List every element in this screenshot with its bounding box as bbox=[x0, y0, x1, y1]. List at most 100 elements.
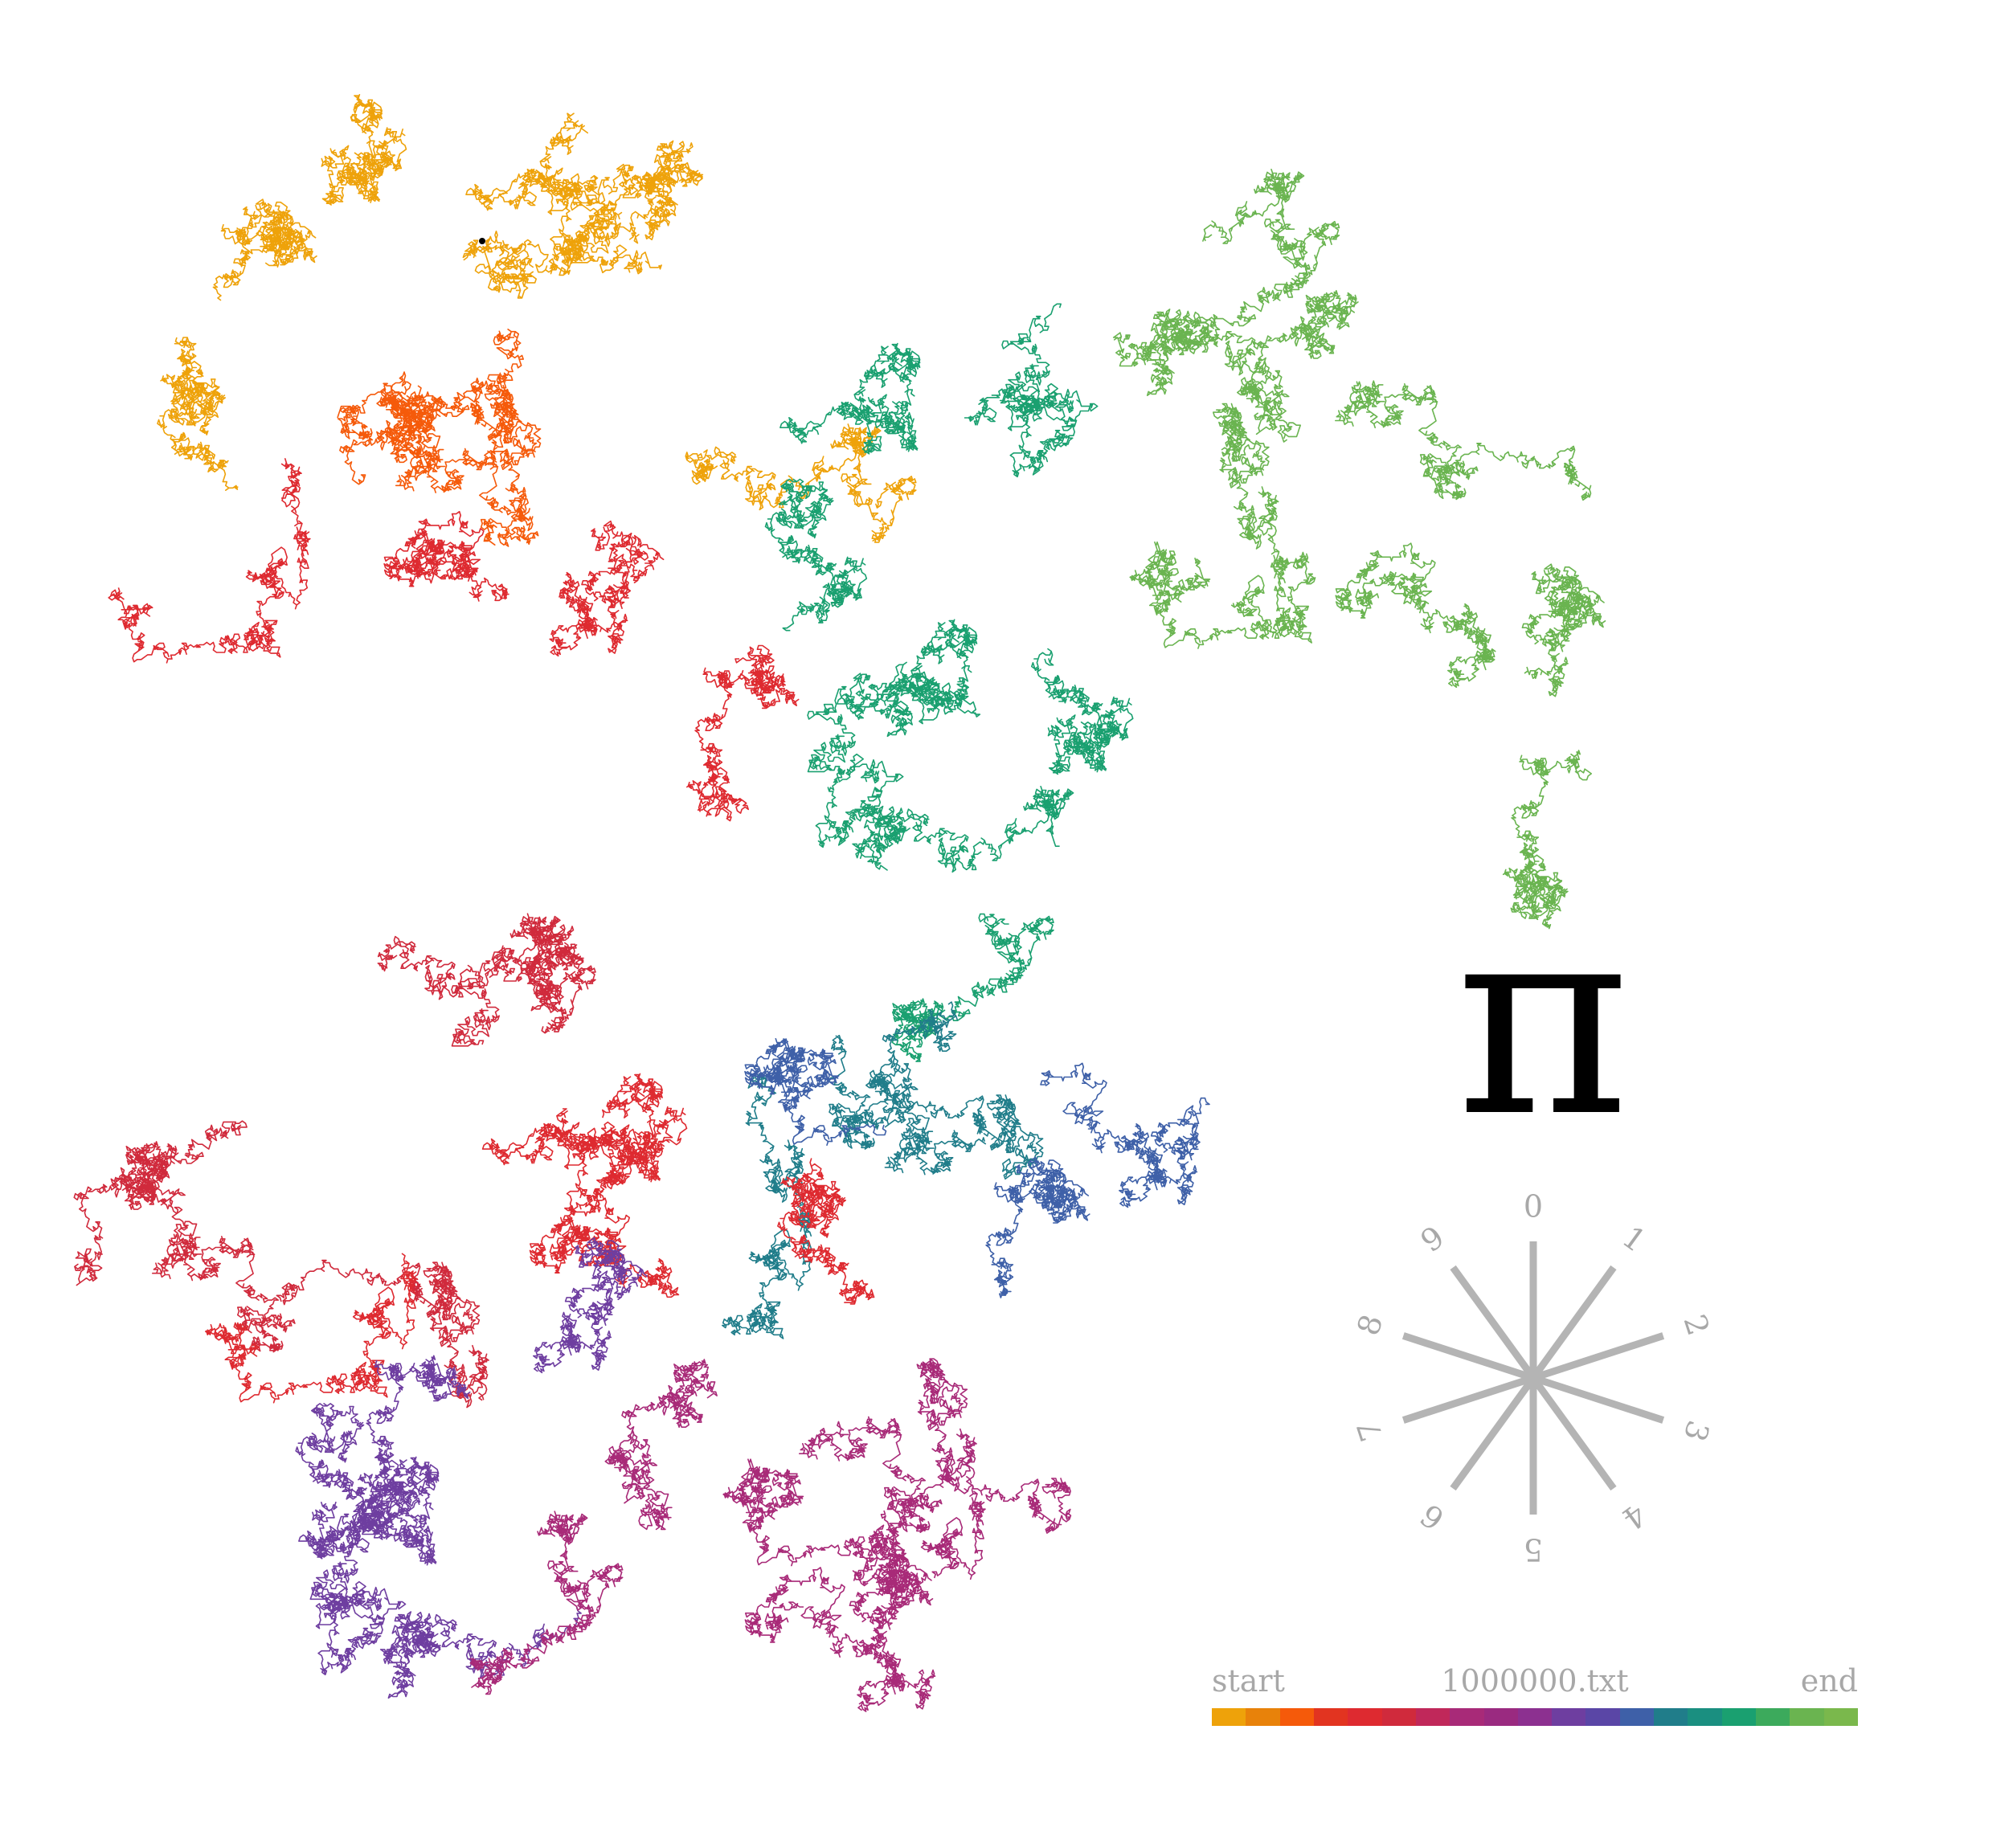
legend-segment bbox=[1790, 1708, 1824, 1726]
walk-segment bbox=[451, 923, 584, 1047]
walk-paths bbox=[73, 94, 1606, 1712]
walk-segment bbox=[1112, 309, 1264, 396]
compass-digit-label: 5 bbox=[1524, 1532, 1543, 1568]
legend-segment bbox=[1756, 1708, 1790, 1726]
walk-segment bbox=[686, 644, 800, 822]
color-legend: start 1000000.txt end bbox=[1212, 1663, 1858, 1726]
walk-segment bbox=[73, 1120, 248, 1286]
walk-segment bbox=[827, 1034, 1044, 1180]
legend-gradient-bar bbox=[1212, 1708, 1858, 1726]
walk-segment bbox=[358, 1355, 471, 1518]
compass-digit-label: 0 bbox=[1524, 1189, 1543, 1225]
legend-start-label: start bbox=[1212, 1663, 1285, 1699]
legend-segment bbox=[1619, 1708, 1655, 1726]
walk-segment bbox=[205, 1253, 418, 1404]
legend-segment bbox=[1721, 1708, 1756, 1726]
compass-ray-2 bbox=[1532, 1332, 1665, 1382]
legend-segment bbox=[1313, 1708, 1348, 1726]
walk-segment bbox=[108, 458, 311, 664]
walk-segment bbox=[570, 140, 704, 275]
compass-digit-label: 3 bbox=[1676, 1417, 1716, 1446]
legend-segment bbox=[1212, 1708, 1246, 1726]
walk-segment bbox=[309, 1500, 420, 1676]
walk-segment bbox=[865, 1001, 987, 1175]
walk-segment bbox=[298, 1456, 440, 1566]
walk-segment bbox=[604, 1359, 718, 1531]
walk-segment bbox=[383, 510, 509, 602]
walk-segment bbox=[891, 913, 1054, 1062]
compass-ray-7 bbox=[1401, 1374, 1535, 1424]
walk-segment bbox=[685, 423, 917, 543]
walk-segment bbox=[779, 342, 921, 455]
walk-segment bbox=[1335, 380, 1592, 501]
walk-segment bbox=[964, 303, 1099, 478]
walk-segment bbox=[1129, 541, 1316, 649]
legend-segment bbox=[1381, 1708, 1416, 1726]
walk-segment bbox=[337, 382, 542, 532]
compass-ray-9 bbox=[1450, 1265, 1536, 1380]
compass-digit-label: 2 bbox=[1676, 1310, 1716, 1340]
walk-segment bbox=[764, 478, 868, 632]
compass-ray-3 bbox=[1532, 1374, 1665, 1424]
walk-segment bbox=[1521, 563, 1606, 697]
walk-segment bbox=[1335, 542, 1496, 689]
walk-segment bbox=[849, 1541, 934, 1640]
legend-segment bbox=[1517, 1708, 1553, 1726]
walk-segment bbox=[837, 619, 981, 725]
legend-segment bbox=[1279, 1708, 1314, 1726]
walk-segment bbox=[777, 1158, 875, 1305]
walk-segment bbox=[549, 520, 665, 657]
walk-segment bbox=[1237, 289, 1359, 443]
walk-segment bbox=[985, 1156, 1090, 1298]
walk-segment bbox=[1502, 750, 1592, 930]
walk-segment bbox=[481, 1108, 655, 1216]
walk-segment bbox=[807, 661, 940, 848]
walk-segment bbox=[295, 1403, 398, 1560]
start-dot bbox=[479, 238, 485, 244]
compass-digit-label: 6 bbox=[1414, 1497, 1450, 1537]
legend-segment bbox=[1688, 1708, 1722, 1726]
legend-end-label: end bbox=[1800, 1663, 1858, 1699]
walk-segment bbox=[157, 337, 239, 491]
walk-segment bbox=[1031, 648, 1134, 775]
walk-segment bbox=[469, 1511, 624, 1695]
digit-compass: 0 1 2 3 4 5 6 7 8 9 bbox=[1350, 1189, 1716, 1568]
compass-digit-label: 4 bbox=[1616, 1497, 1652, 1537]
legend-segment bbox=[1415, 1708, 1450, 1726]
legend-segment bbox=[1654, 1708, 1688, 1726]
compass-ray-1 bbox=[1530, 1265, 1617, 1380]
compass-ray-4 bbox=[1530, 1376, 1617, 1491]
walk-segment bbox=[133, 1159, 296, 1353]
walk-segment bbox=[601, 1073, 688, 1185]
legend-segment bbox=[1348, 1708, 1382, 1726]
compass-ray-8 bbox=[1401, 1332, 1535, 1382]
legend-segment bbox=[1246, 1708, 1280, 1726]
pi-symbol: π bbox=[1455, 866, 1631, 1175]
walk-segment bbox=[1213, 403, 1288, 638]
walk-segment bbox=[744, 1567, 936, 1712]
walk-segment bbox=[377, 913, 596, 1034]
compass-digit-label: 9 bbox=[1414, 1219, 1450, 1259]
walk-segment bbox=[379, 1606, 582, 1699]
legend-segment bbox=[1586, 1708, 1620, 1726]
walk-segment bbox=[852, 786, 1074, 873]
walk-segment bbox=[1186, 169, 1340, 353]
legend-segment bbox=[1483, 1708, 1518, 1726]
walk-segment bbox=[799, 1416, 1072, 1534]
compass-ray-6 bbox=[1450, 1376, 1536, 1491]
legend-segment bbox=[1823, 1708, 1858, 1726]
walk-segment bbox=[212, 198, 317, 301]
walk-segment bbox=[533, 1237, 648, 1374]
walk-segment bbox=[722, 1458, 906, 1567]
legend-file-label: 1000000.txt bbox=[1441, 1663, 1629, 1699]
walk-segment bbox=[376, 371, 539, 547]
walk-segment bbox=[465, 112, 639, 262]
compass-digit-label: 8 bbox=[1350, 1310, 1389, 1340]
walk-segment bbox=[916, 1358, 986, 1580]
walk-segment bbox=[462, 166, 669, 299]
compass-digit-label: 1 bbox=[1616, 1219, 1652, 1259]
legend-segment bbox=[1450, 1708, 1484, 1726]
walk-segment bbox=[744, 1038, 887, 1147]
walk-segment bbox=[722, 1072, 814, 1339]
